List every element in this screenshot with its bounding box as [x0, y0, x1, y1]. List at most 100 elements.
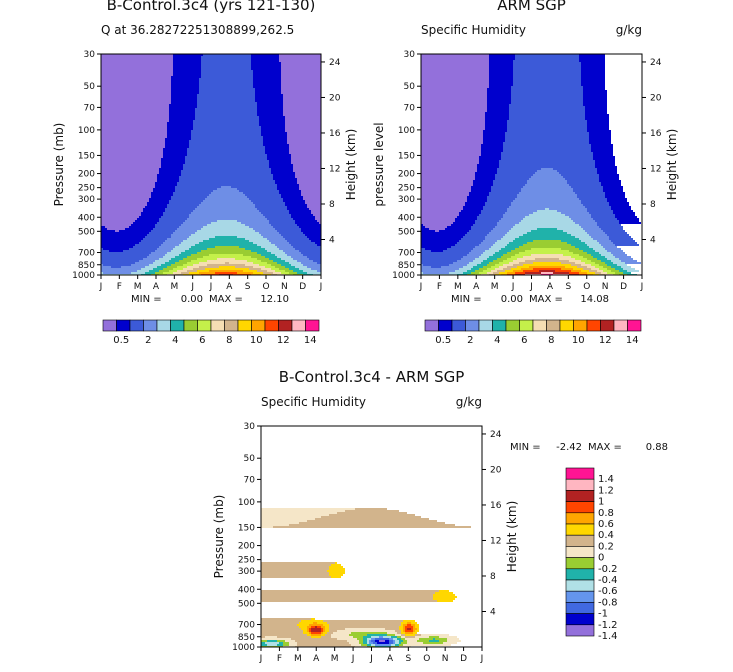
pressure-tick-label: 500 — [78, 227, 95, 237]
month-tick-label: J — [209, 282, 213, 292]
contour-fill — [243, 254, 261, 256]
colorbar-swatch — [170, 319, 185, 332]
contour-fill — [587, 244, 601, 246]
contour-fill — [101, 220, 135, 222]
colorbar-swatch — [451, 319, 466, 332]
height-tick-label: 20 — [650, 93, 662, 103]
contour-fill — [373, 642, 377, 644]
contour-fill — [187, 148, 265, 150]
contour-fill — [189, 144, 263, 146]
pressure-tick-label: 250 — [78, 184, 95, 194]
contour-fill — [335, 562, 337, 564]
contour-fill — [469, 230, 491, 232]
contour-fill — [511, 94, 583, 96]
pressure-tick-label: 70 — [84, 103, 96, 113]
y-axis-label: Pressure (mb) — [52, 123, 66, 207]
contour-fill — [579, 60, 605, 62]
contour-fill — [101, 238, 143, 240]
contour-fill — [457, 216, 477, 218]
contour-fill — [421, 184, 473, 186]
contour-fill — [321, 630, 323, 632]
contour-fill — [489, 56, 515, 58]
contour-fill — [507, 244, 523, 246]
contour-fill — [413, 630, 415, 632]
contour-fill — [101, 202, 147, 204]
contour-fill — [581, 202, 609, 204]
contour-fill — [405, 626, 413, 628]
contour-fill — [295, 176, 321, 178]
contour-fill — [181, 174, 273, 176]
contour-fill — [153, 262, 165, 264]
contour-fill — [433, 598, 455, 600]
contour-fill — [271, 172, 295, 174]
contour-fill — [391, 644, 395, 646]
contour-fill — [607, 272, 615, 274]
colorbar-swatch — [183, 319, 198, 332]
contour-fill — [101, 58, 173, 60]
contour-fill — [179, 226, 203, 228]
contour-fill — [611, 252, 625, 254]
contour-fill — [591, 260, 601, 262]
contour-fill — [275, 270, 285, 272]
contour-fill — [211, 222, 241, 224]
contour-fill — [473, 266, 483, 268]
contour-fill — [167, 134, 191, 136]
contour-fill — [395, 644, 399, 646]
colorbar-swatch — [478, 319, 493, 332]
contour-fill — [609, 204, 629, 206]
contour-fill — [101, 122, 167, 124]
contour-fill — [507, 208, 545, 210]
contour-fill — [421, 148, 481, 150]
contour-fill — [511, 250, 525, 252]
contour-fill — [101, 240, 141, 242]
contour-fill — [293, 246, 321, 248]
contour-fill — [589, 270, 597, 272]
contour-fill — [265, 216, 291, 218]
contour-fill — [561, 212, 589, 214]
contour-fill — [183, 240, 203, 242]
contour-fill — [197, 100, 255, 102]
contour-fill — [487, 234, 505, 236]
contour-fill — [587, 130, 611, 132]
colorbar-swatch — [102, 319, 117, 332]
contour-fill — [401, 622, 407, 624]
contour-fill — [309, 628, 311, 630]
contour-fill — [163, 268, 173, 270]
contour-fill — [283, 96, 321, 98]
contour-fill — [189, 140, 263, 142]
contour-fill — [317, 626, 321, 628]
contour-fill — [525, 216, 569, 218]
contour-fill — [311, 628, 321, 630]
colorbar-label: -0.8 — [598, 597, 618, 608]
contour-fill — [411, 622, 417, 624]
contour-fill — [261, 630, 303, 632]
contour-fill — [415, 630, 419, 632]
contour-fill — [131, 272, 145, 274]
contour-fill — [101, 62, 173, 64]
contour-fill — [149, 232, 173, 234]
contour-fill — [187, 218, 267, 220]
plot-area — [421, 54, 641, 275]
contour-fill — [283, 94, 321, 96]
contour-fill — [213, 190, 239, 192]
contour-fill — [421, 54, 489, 56]
contour-fill — [289, 210, 311, 212]
contour-fill — [491, 230, 509, 232]
contour-fill — [307, 626, 311, 628]
contour-fill — [503, 264, 513, 266]
contour-fill — [515, 58, 579, 60]
contour-fill — [569, 260, 581, 262]
contour-fill — [399, 626, 403, 628]
contour-fill — [307, 206, 321, 208]
contour-fill — [151, 192, 173, 194]
contour-fill — [471, 250, 485, 252]
month-tick-label: A — [153, 282, 160, 292]
contour-fill — [483, 206, 509, 208]
contour-fill — [487, 102, 511, 104]
height-tick-label: 16 — [490, 501, 502, 511]
contour-fill — [523, 218, 571, 220]
pressure-tick-label: 300 — [238, 567, 255, 577]
contour-fill — [329, 568, 345, 570]
contour-fill — [471, 186, 491, 188]
contour-fill — [189, 272, 199, 274]
